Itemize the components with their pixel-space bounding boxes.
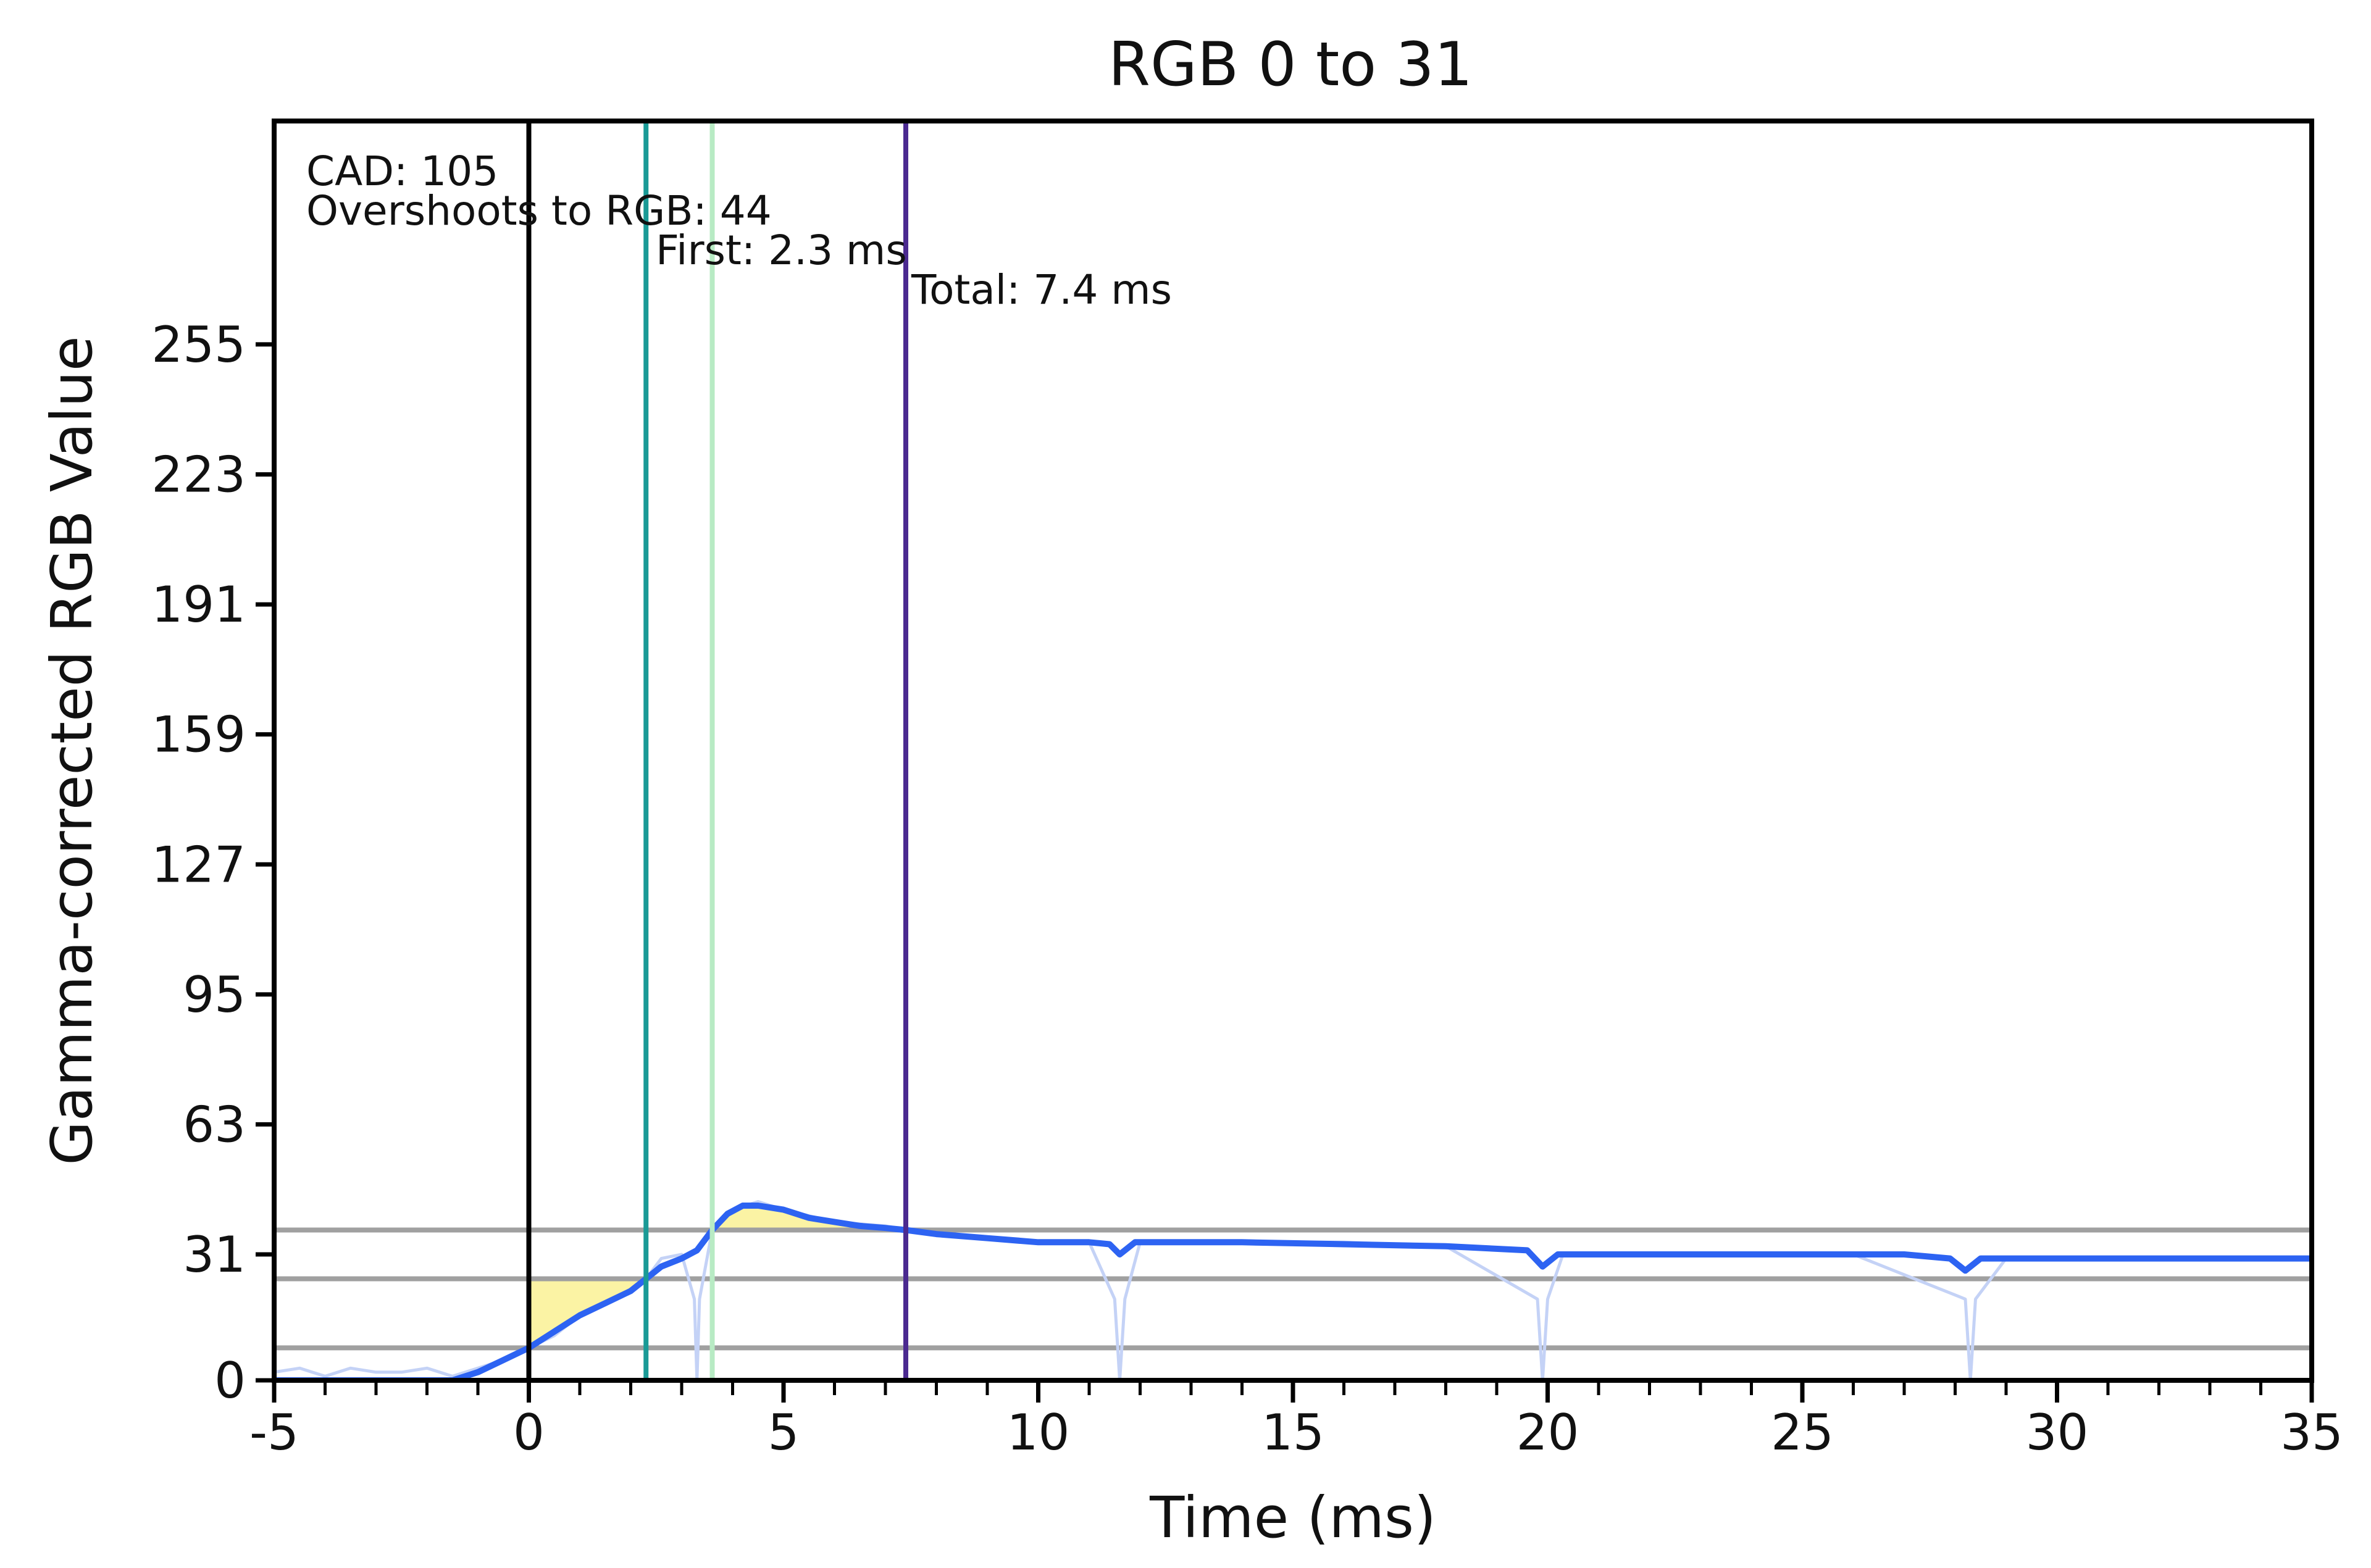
annotation-overshoot: Overshoots to RGB: 44 [306, 187, 772, 235]
x-tick-label: -5 [249, 1404, 299, 1461]
y-tick-label: 0 [214, 1352, 246, 1409]
y-tick-label: 191 [151, 576, 246, 633]
y-axis: 0 31 63 95 127 159 191 223 255 [151, 316, 274, 1409]
x-tick-label: 35 [2280, 1404, 2343, 1461]
y-tick-label: 63 [183, 1096, 246, 1153]
shaded-region-1 [712, 1206, 906, 1230]
x-axis-title: Time (ms) [1149, 1485, 1436, 1551]
y-axis-title: Gamma-corrected RGB Value [39, 336, 105, 1165]
chart-title: RGB 0 to 31 [1108, 30, 1473, 100]
x-tick-label: 10 [1007, 1404, 1070, 1461]
annotation-total: Total: 7.4 ms [911, 266, 1172, 314]
y-tick-label: 159 [151, 706, 246, 764]
y-tick-label: 127 [151, 836, 246, 893]
y-tick-label: 223 [151, 446, 246, 504]
x-axis: -5 0 5 10 15 20 25 30 35 [249, 1380, 2343, 1461]
marker-lines [526, 121, 908, 1380]
x-tick-label: 30 [2026, 1404, 2089, 1461]
y-tick-label: 255 [151, 316, 246, 373]
x-tick-label: 5 [768, 1404, 800, 1461]
y-tick-label: 31 [183, 1226, 246, 1283]
plot-area [272, 119, 2314, 1383]
annotations: CAD: 105 Overshoots to RGB: 44 First: 2.… [306, 148, 1172, 314]
x-tick-label: 25 [1771, 1404, 1834, 1461]
y-tick-label: 95 [183, 966, 246, 1024]
x-tick-label: 0 [513, 1404, 545, 1461]
x-tick-label: 20 [1516, 1404, 1579, 1461]
x-tick-label: 15 [1261, 1404, 1324, 1461]
annotation-cad: CAD: 105 [306, 148, 498, 195]
annotation-first: First: 2.3 ms [656, 227, 907, 274]
plot-frame [272, 119, 2314, 1383]
